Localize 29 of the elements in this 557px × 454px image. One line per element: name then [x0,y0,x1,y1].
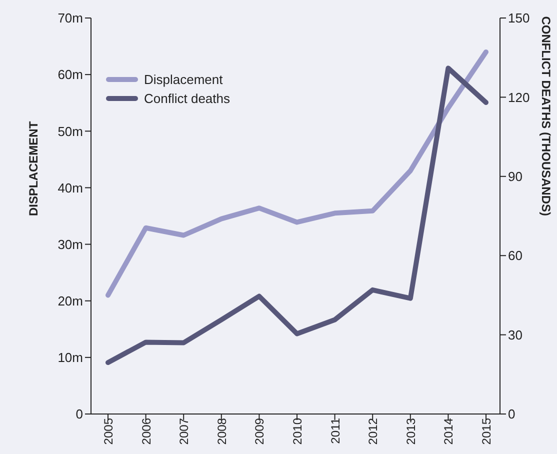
y2-tick-label: 0 [508,406,516,422]
x-tick-label: 2006 [139,418,154,445]
y-axis-title: DISPLACEMENT [26,120,40,216]
x-tick-label: 2008 [214,418,229,445]
y-tick-label: 10m [58,350,83,366]
x-tick-label: 2009 [252,418,267,445]
x-tick-label: 2005 [102,418,116,445]
y-tick-label: 70m [58,10,83,26]
legend-label: Conflict deaths [144,91,230,106]
y-tick-label: 0 [76,406,83,422]
x-tick-label: 2012 [366,418,380,445]
y-tick-label: 50m [58,124,83,139]
x-tick-label: 2015 [480,418,494,445]
x-tick-label: 2013 [404,418,418,445]
y2-tick-label: 60 [508,248,522,264]
x-tick-label: 2014 [442,418,456,445]
y-tick-label: 40m [58,180,83,196]
y2-axis-title: CONFLICT DEATHS (THOUSANDS) [538,16,553,216]
y-tick-label: 20m [58,293,83,308]
y2-tick-label: 30 [508,327,522,342]
x-tick-label: 2011 [328,418,342,444]
y-tick-label: 60m [58,67,83,82]
y-tick-label: 30m [58,236,83,252]
legend-label: Displacement [144,72,223,87]
y2-tick-label: 120 [508,90,530,105]
x-tick-label: 2010 [290,418,305,445]
y2-tick-label: 90 [508,169,522,184]
y2-tick-label: 150 [508,10,530,26]
x-tick-label: 2007 [177,418,192,445]
